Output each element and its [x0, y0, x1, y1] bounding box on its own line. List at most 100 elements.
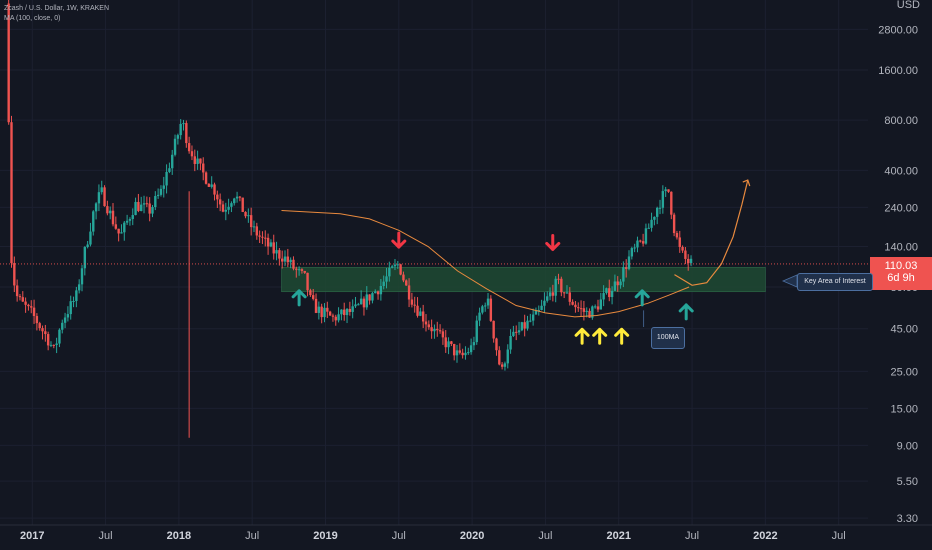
candle-body — [235, 196, 239, 199]
candle-body — [512, 331, 515, 336]
candle-body — [529, 320, 532, 322]
candle-body — [24, 301, 27, 305]
candle-body — [233, 198, 236, 204]
key-area-callout-pointer — [781, 274, 798, 288]
key-area-callout[interactable]: Key Area of Interest — [797, 273, 873, 291]
symbol-legend[interactable]: Zcash / U.S. Dollar, 1W, KRAKEN — [4, 5, 110, 12]
candle-body — [393, 264, 397, 267]
candle-body — [388, 267, 391, 277]
candle-body — [18, 296, 22, 298]
projection-arrowhead — [742, 179, 751, 187]
candle-body — [275, 250, 278, 254]
candle-body — [675, 233, 679, 238]
candle-body — [252, 226, 256, 228]
candle-body — [452, 344, 456, 356]
candle-body — [475, 320, 478, 343]
key-area-label: Key Area of Interest — [804, 278, 866, 285]
candle-body — [345, 308, 349, 316]
key-area-zone — [281, 267, 766, 293]
candle-body — [131, 215, 134, 220]
time-tick-label: Jul — [99, 530, 113, 542]
candle-body — [610, 290, 614, 298]
yellow-arrow-up-icon — [592, 327, 608, 345]
candle-body — [546, 296, 549, 301]
candle-body — [602, 293, 605, 300]
candle-body — [424, 321, 428, 325]
time-tick-label: 2022 — [753, 530, 777, 542]
candle-body — [156, 194, 160, 197]
candle-body — [565, 292, 569, 294]
red-arrow-down-icon — [391, 231, 407, 249]
candle-body — [140, 204, 143, 211]
axis-unit: USD — [897, 0, 920, 11]
price-tick-label: 25.00 — [890, 366, 918, 378]
price-tick-label: 3.30 — [897, 513, 918, 525]
candle-body — [613, 281, 617, 291]
candle-body — [317, 306, 321, 313]
candle-body — [145, 203, 149, 205]
candle-body — [142, 203, 146, 205]
candle-body — [644, 228, 648, 244]
ma-100-line — [281, 210, 690, 318]
candle-body — [531, 314, 535, 321]
time-tick-label: 2018 — [167, 530, 191, 542]
ma-callout[interactable]: 100MA — [651, 327, 685, 349]
candle-body — [300, 269, 304, 271]
candle-body — [444, 337, 447, 348]
candle-body — [196, 158, 199, 164]
candle-body — [681, 246, 684, 251]
candle-body — [653, 216, 656, 220]
candle-body — [430, 327, 433, 332]
candle-body — [416, 305, 419, 316]
candle-body — [608, 288, 611, 298]
candle-body — [670, 191, 673, 215]
price-tick-label: 240.00 — [884, 202, 918, 214]
candle-body — [320, 306, 323, 318]
candle-body — [630, 248, 634, 257]
unit-label: USD — [896, 0, 920, 11]
candle-body — [218, 199, 222, 205]
candle-body — [385, 276, 388, 282]
candle-body — [30, 306, 33, 308]
candle-body — [306, 272, 309, 291]
candle-body — [500, 364, 504, 367]
candle-body — [354, 304, 357, 307]
candle-body — [678, 237, 681, 247]
candle-body — [323, 307, 326, 318]
candle-body — [537, 309, 540, 311]
last-price-value: 110.03 — [884, 260, 918, 272]
candle-body — [292, 259, 295, 269]
candle-body — [689, 258, 693, 264]
yellow-arrow-up-icon — [614, 327, 630, 345]
ma-label: 100MA — [656, 334, 680, 341]
candle-body — [202, 163, 205, 173]
candle-body — [469, 345, 473, 353]
candle-body — [489, 298, 493, 321]
candle-body — [173, 138, 177, 155]
candle-body — [80, 268, 84, 285]
candlestick-series — [0, 0, 868, 525]
candle-body — [560, 278, 563, 293]
candle-body — [66, 314, 70, 318]
candle-body — [348, 308, 352, 312]
candle-body — [247, 215, 250, 217]
candle-body — [562, 292, 566, 294]
candle-body — [75, 290, 78, 302]
candle-body — [331, 315, 335, 317]
candle-body — [351, 306, 354, 312]
candle-body — [624, 267, 628, 269]
candle-body — [266, 237, 270, 247]
price-tick-label: 45.00 — [890, 324, 918, 336]
time-axis[interactable]: 2017 Jul 2018 Jul 2019 Jul 2020 Jul 2021 Jul 2022 J… — [0, 524, 932, 550]
candle-body — [72, 301, 75, 303]
candle-body — [554, 278, 557, 296]
candle-body — [526, 320, 529, 329]
candle-body — [585, 310, 588, 312]
ma-legend[interactable]: MA (100, close, 0) — [4, 15, 61, 22]
candle-body — [94, 203, 98, 212]
candle-body — [591, 306, 594, 318]
candle-body — [379, 286, 383, 295]
candle-body — [520, 322, 524, 331]
candle-body — [365, 294, 368, 308]
